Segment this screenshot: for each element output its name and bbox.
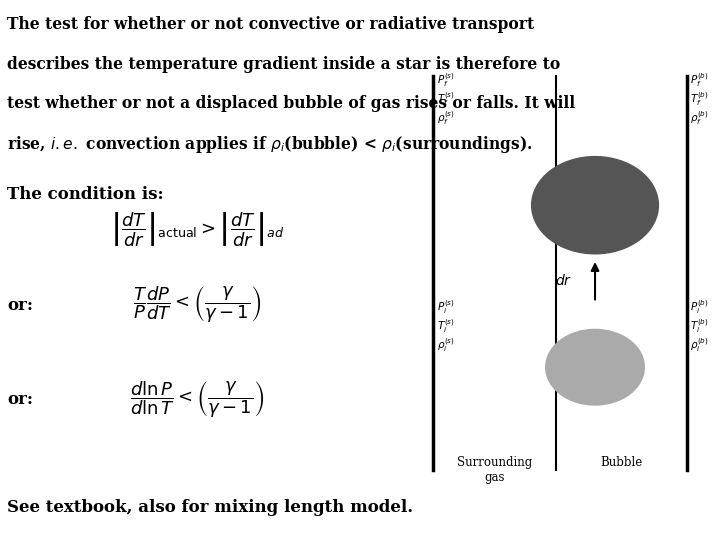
Text: or:: or: [7,391,33,408]
Text: or:: or: [7,296,33,314]
Text: $P_f^{(b)}$: $P_f^{(b)}$ [690,71,708,89]
Text: $\rho_i^{(b)}$: $\rho_i^{(b)}$ [690,336,708,354]
Text: $T_f^{(s)}$: $T_f^{(s)}$ [436,90,454,108]
Text: $\rho_f^{(b)}$: $\rho_f^{(b)}$ [690,109,708,127]
Text: The condition is:: The condition is: [7,186,163,203]
Text: $P_i^{(b)}$: $P_i^{(b)}$ [690,298,708,316]
Text: Surrounding
gas: Surrounding gas [457,456,532,484]
Text: $\dfrac{d\ln P}{d\ln T} < \left(\dfrac{\gamma}{\gamma - 1}\right)$: $\dfrac{d\ln P}{d\ln T} < \left(\dfrac{\… [130,379,264,420]
Text: $\left|\dfrac{dT}{dr}\right|_{\mathrm{actual}} > \left|\dfrac{dT}{dr}\right|_{ad: $\left|\dfrac{dT}{dr}\right|_{\mathrm{ac… [110,211,284,248]
Text: $T_i^{(b)}$: $T_i^{(b)}$ [690,317,708,335]
Circle shape [531,157,658,254]
Text: rise, $\mathit{i.e.}$ convection applies if $\rho_i$(bubble) < $\rho_i$(surround: rise, $\mathit{i.e.}$ convection applies… [7,134,533,156]
Text: test whether or not a displaced bubble of gas rises or falls. It will: test whether or not a displaced bubble o… [7,95,575,112]
Text: $T_i^{(s)}$: $T_i^{(s)}$ [436,317,454,335]
Text: $\rho_i^{(s)}$: $\rho_i^{(s)}$ [436,336,454,354]
Text: $T_f^{(b)}$: $T_f^{(b)}$ [690,90,708,108]
Text: $P_i^{(s)}$: $P_i^{(s)}$ [436,298,454,316]
Text: describes the temperature gradient inside a star is therefore to: describes the temperature gradient insid… [7,56,560,72]
Text: $P_f^{(s)}$: $P_f^{(s)}$ [436,71,454,89]
Text: See textbook, also for mixing length model.: See textbook, also for mixing length mod… [7,499,413,516]
Circle shape [546,329,644,405]
Text: The test for whether or not convective or radiative transport: The test for whether or not convective o… [7,16,534,33]
Text: $\dfrac{T}{P}\dfrac{dP}{dT} < \left(\dfrac{\gamma}{\gamma - 1}\right)$: $\dfrac{T}{P}\dfrac{dP}{dT} < \left(\dfr… [133,285,261,326]
Text: $dr$: $dr$ [554,273,572,288]
Text: $\rho_f^{(s)}$: $\rho_f^{(s)}$ [436,109,454,127]
Text: Bubble: Bubble [600,456,642,469]
